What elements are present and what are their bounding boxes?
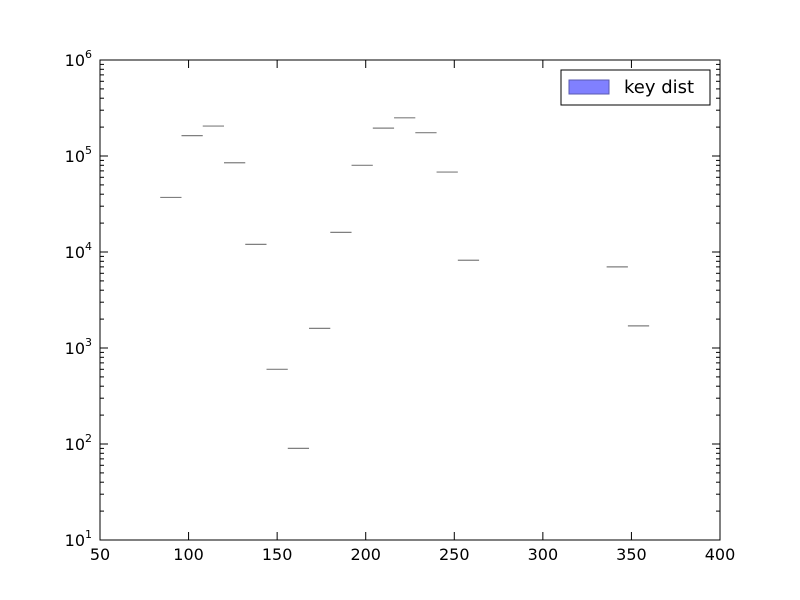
bar-series xyxy=(160,117,650,449)
y-tick-label: 106 xyxy=(65,48,92,70)
y-axis: 101 102 103 104 105 106 xyxy=(65,48,720,550)
x-tick-label: 100 xyxy=(173,545,204,564)
x-tick-label: 200 xyxy=(350,545,381,564)
legend-swatch xyxy=(568,79,610,95)
x-axis: 50 100 150 200 250 300 350 400 xyxy=(90,60,735,564)
y-tick-label: 103 xyxy=(65,336,92,358)
y-tick-label: 104 xyxy=(65,240,92,262)
x-tick-label: 50 xyxy=(90,545,110,564)
x-tick-label: 350 xyxy=(616,545,647,564)
plot-frame xyxy=(99,59,721,541)
legend: key dist xyxy=(560,69,711,106)
x-tick-label: 250 xyxy=(439,545,470,564)
y-tick-label: 105 xyxy=(65,144,92,166)
y-tick-label: 102 xyxy=(65,432,92,454)
legend-label: key dist xyxy=(624,77,694,98)
y-tick-label: 101 xyxy=(65,528,92,550)
x-tick-label: 150 xyxy=(262,545,293,564)
x-tick-label: 400 xyxy=(705,545,736,564)
legend-box xyxy=(560,69,711,106)
x-tick-label: 300 xyxy=(528,545,559,564)
